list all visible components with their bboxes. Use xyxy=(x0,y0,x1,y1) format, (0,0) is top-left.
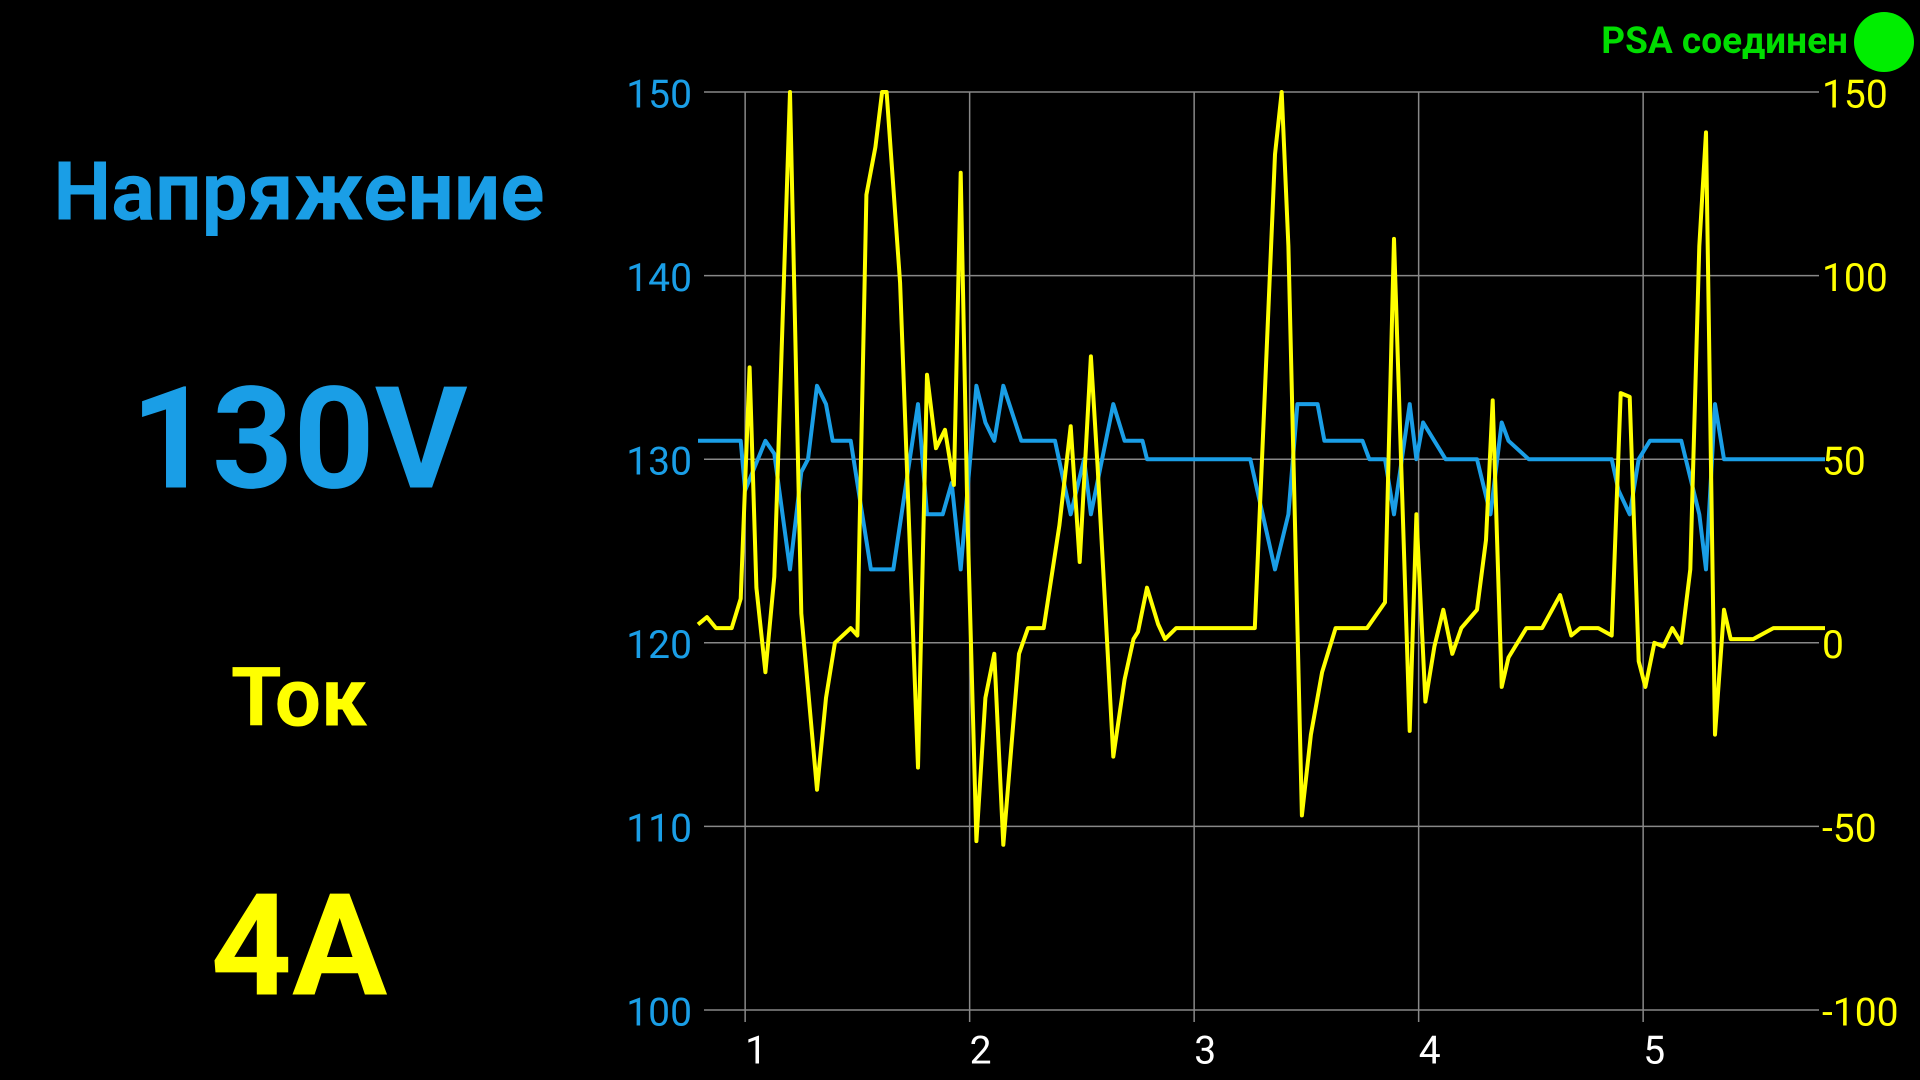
y2-tick-label: 50 xyxy=(1822,438,1866,484)
series-line xyxy=(696,90,1825,847)
x-tick-label: 1 xyxy=(745,1027,767,1073)
y2-tick-label: 150 xyxy=(1822,71,1888,117)
y-tick-label: 100 xyxy=(626,989,692,1035)
x-tick-label: 4 xyxy=(1419,1027,1441,1073)
y-tick-label: 120 xyxy=(626,622,692,668)
y2-tick-label: 100 xyxy=(1822,255,1888,301)
y2-tick-label: -100 xyxy=(1822,989,1899,1035)
current-value: 4A xyxy=(211,863,388,1030)
status-indicator xyxy=(1854,12,1914,72)
chart: 100 110 120 130 140 150 -100 -50 0 50 100 150 1 2 3 4 5 xyxy=(626,71,1898,1073)
series-line xyxy=(698,383,1825,572)
y2-tick-label: 0 xyxy=(1822,622,1844,668)
y-tick-label: 130 xyxy=(626,438,692,484)
current-label: Ток xyxy=(231,651,368,747)
connection-status: PSA соединен xyxy=(1601,20,1848,63)
voltage-value: 130V xyxy=(130,356,467,523)
x-tick-label: 3 xyxy=(1194,1027,1216,1073)
y2-tick-label: -50 xyxy=(1822,806,1877,852)
y-tick-label: 150 xyxy=(626,71,692,117)
voltage-label: Напряжение xyxy=(53,145,544,241)
x-tick-label: 2 xyxy=(970,1027,992,1073)
x-tick-label: 5 xyxy=(1643,1027,1665,1073)
y-tick-label: 110 xyxy=(626,806,692,852)
y-tick-label: 140 xyxy=(626,255,692,301)
